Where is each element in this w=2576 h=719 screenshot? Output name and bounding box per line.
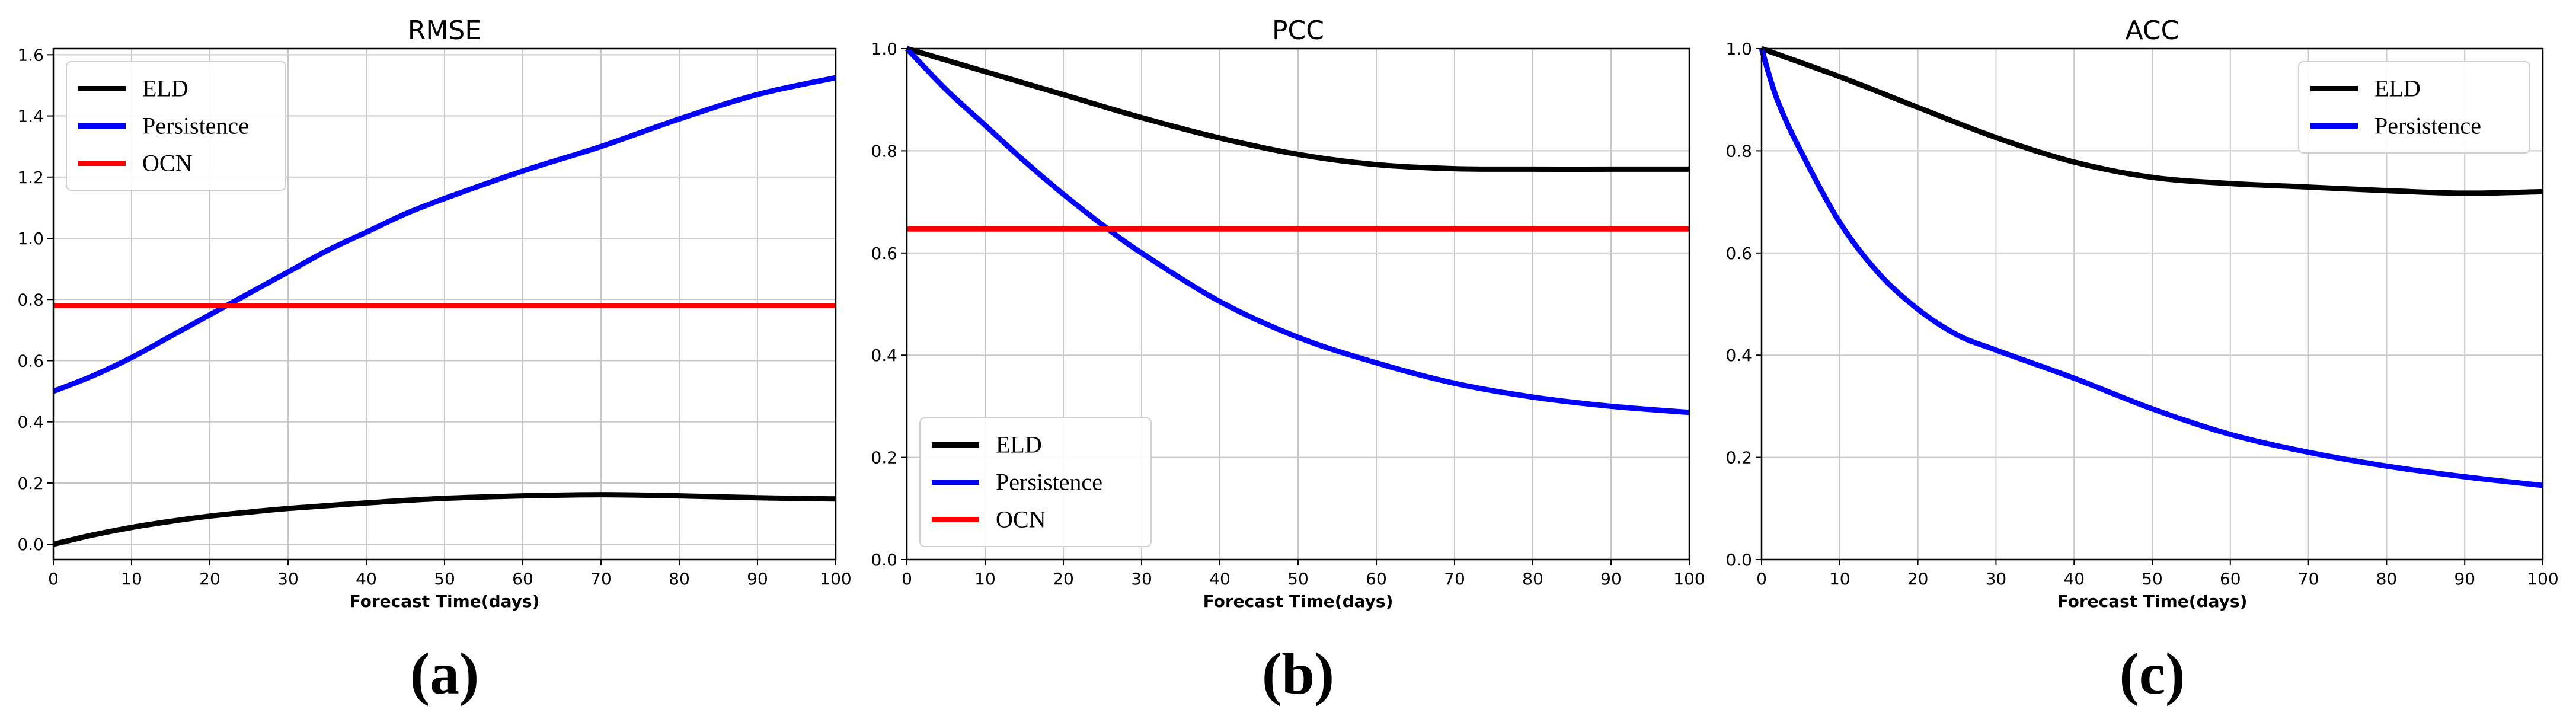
x-tick-label: 0 <box>48 569 59 589</box>
x-tick-label: 30 <box>1131 569 1152 589</box>
y-tick-label: 0.8 <box>17 290 44 309</box>
x-tick-label: 20 <box>1053 569 1074 589</box>
x-tick-label: 70 <box>2298 569 2319 589</box>
x-tick-label: 100 <box>1673 569 1705 589</box>
series-line-eld <box>1760 46 2543 196</box>
x-tick-label: 10 <box>1829 569 1850 589</box>
x-tick-label: 40 <box>2063 569 2085 589</box>
y-tick-label: 0.8 <box>871 141 897 161</box>
chart-title: RMSE <box>408 15 481 46</box>
x-tick-label: 90 <box>1600 569 1622 589</box>
chart-acc: 0 10 20 30 40 50 60 70 80 90 100 0.0 0.2 0.4 0.6 0.8 1.0… <box>1725 15 2558 707</box>
x-tick-label: 40 <box>356 569 377 589</box>
y-tick-label: 0.8 <box>1725 141 1752 161</box>
x-tick-label: 80 <box>669 569 690 589</box>
x-tick-label: 30 <box>1986 569 2007 589</box>
legend-label-persistence: Persistence <box>2374 113 2481 139</box>
x-tick-label: 100 <box>2527 569 2558 589</box>
y-tick-label: 1.0 <box>871 39 897 59</box>
y-tick-label: 1.0 <box>1725 39 1752 59</box>
y-tick-label: 0.2 <box>1725 448 1752 468</box>
x-tick-label: 20 <box>199 569 220 589</box>
x-tick-label: 90 <box>2454 569 2475 589</box>
series-line-eld <box>906 46 1689 172</box>
y-tick-label: 0.2 <box>871 448 897 468</box>
x-tick-label: 0 <box>902 569 912 589</box>
x-tick-label: 50 <box>434 569 455 589</box>
x-tick-label: 80 <box>1522 569 1543 589</box>
legend-label-ocn: OCN <box>996 506 1046 533</box>
x-tick-label: 20 <box>1907 569 1929 589</box>
x-tick-label: 70 <box>1444 569 1465 589</box>
legend-label-persistence: Persistence <box>142 113 249 139</box>
legend-label-eld: ELD <box>142 75 188 102</box>
y-tick-label: 0.0 <box>17 535 44 554</box>
x-tick-label: 10 <box>121 569 142 589</box>
x-tick-label: 60 <box>2220 569 2241 589</box>
x-tick-label: 60 <box>512 569 533 589</box>
legend-box <box>919 417 1152 547</box>
y-tick-label: 0.0 <box>1725 550 1752 570</box>
x-tick-label: 80 <box>2376 569 2398 589</box>
y-tick-label: 1.0 <box>17 229 44 248</box>
y-tick-label: 0.4 <box>1725 346 1752 365</box>
legend-label-persistence: Persistence <box>996 469 1102 496</box>
legend-label-ocn: OCN <box>142 150 192 177</box>
y-tick-label: 0.0 <box>871 550 897 570</box>
series-line-persistence <box>1759 47 2543 488</box>
series-line-persistence <box>905 46 1690 416</box>
x-tick-label: 0 <box>1756 569 1767 589</box>
legend-box <box>66 61 286 191</box>
x-tick-label: 10 <box>974 569 996 589</box>
legend-label-eld: ELD <box>996 432 1042 458</box>
legend: ELD Persistence OCN <box>919 417 1152 547</box>
x-tick-label: 90 <box>747 569 768 589</box>
x-tick-label: 70 <box>590 569 612 589</box>
panel-label: (c) <box>2120 641 2185 707</box>
chart-pcc: 0 10 20 30 40 50 60 70 80 90 100 0.0 0.2 0.4 0.6 0.8 1.0… <box>871 15 1705 707</box>
y-tick-label: 0.4 <box>871 346 897 365</box>
y-tick-label: 1.6 <box>17 45 44 65</box>
series-line-eld <box>52 492 836 547</box>
x-tick-label: 40 <box>1209 569 1231 589</box>
panel-label: (b) <box>1262 641 1334 707</box>
x-tick-label: 50 <box>2142 569 2163 589</box>
series-line-persistence <box>52 75 836 394</box>
y-tick-label: 0.6 <box>871 244 897 263</box>
x-tick-label: 60 <box>1366 569 1387 589</box>
x-axis-label: Forecast Time(days) <box>2057 592 2248 611</box>
legend: ELD Persistence OCN <box>66 61 286 191</box>
chart-title: ACC <box>2126 15 2179 46</box>
x-axis-label: Forecast Time(days) <box>1203 592 1394 611</box>
y-tick-label: 0.6 <box>1725 244 1752 263</box>
y-tick-label: 0.2 <box>17 474 44 493</box>
legend: ELD Persistence <box>2298 61 2530 154</box>
y-tick-label: 0.4 <box>17 413 44 432</box>
x-tick-label: 30 <box>277 569 299 589</box>
y-tick-label: 0.6 <box>17 351 44 370</box>
y-tick-label: 1.2 <box>17 168 44 187</box>
x-tick-label: 100 <box>820 569 851 589</box>
y-tick-label: 1.4 <box>17 107 44 126</box>
chart-rmse: 0 10 20 30 40 50 60 70 80 90 100 0.0 0.2 0.4 0.6 0.8 1.0… <box>17 15 851 707</box>
legend-box <box>2298 61 2530 154</box>
chart-title: PCC <box>1272 15 1324 46</box>
legend-label-eld: ELD <box>2374 75 2421 102</box>
x-axis-label: Forecast Time(days) <box>350 592 540 611</box>
x-tick-label: 50 <box>1287 569 1309 589</box>
panel-label: (a) <box>410 641 480 707</box>
